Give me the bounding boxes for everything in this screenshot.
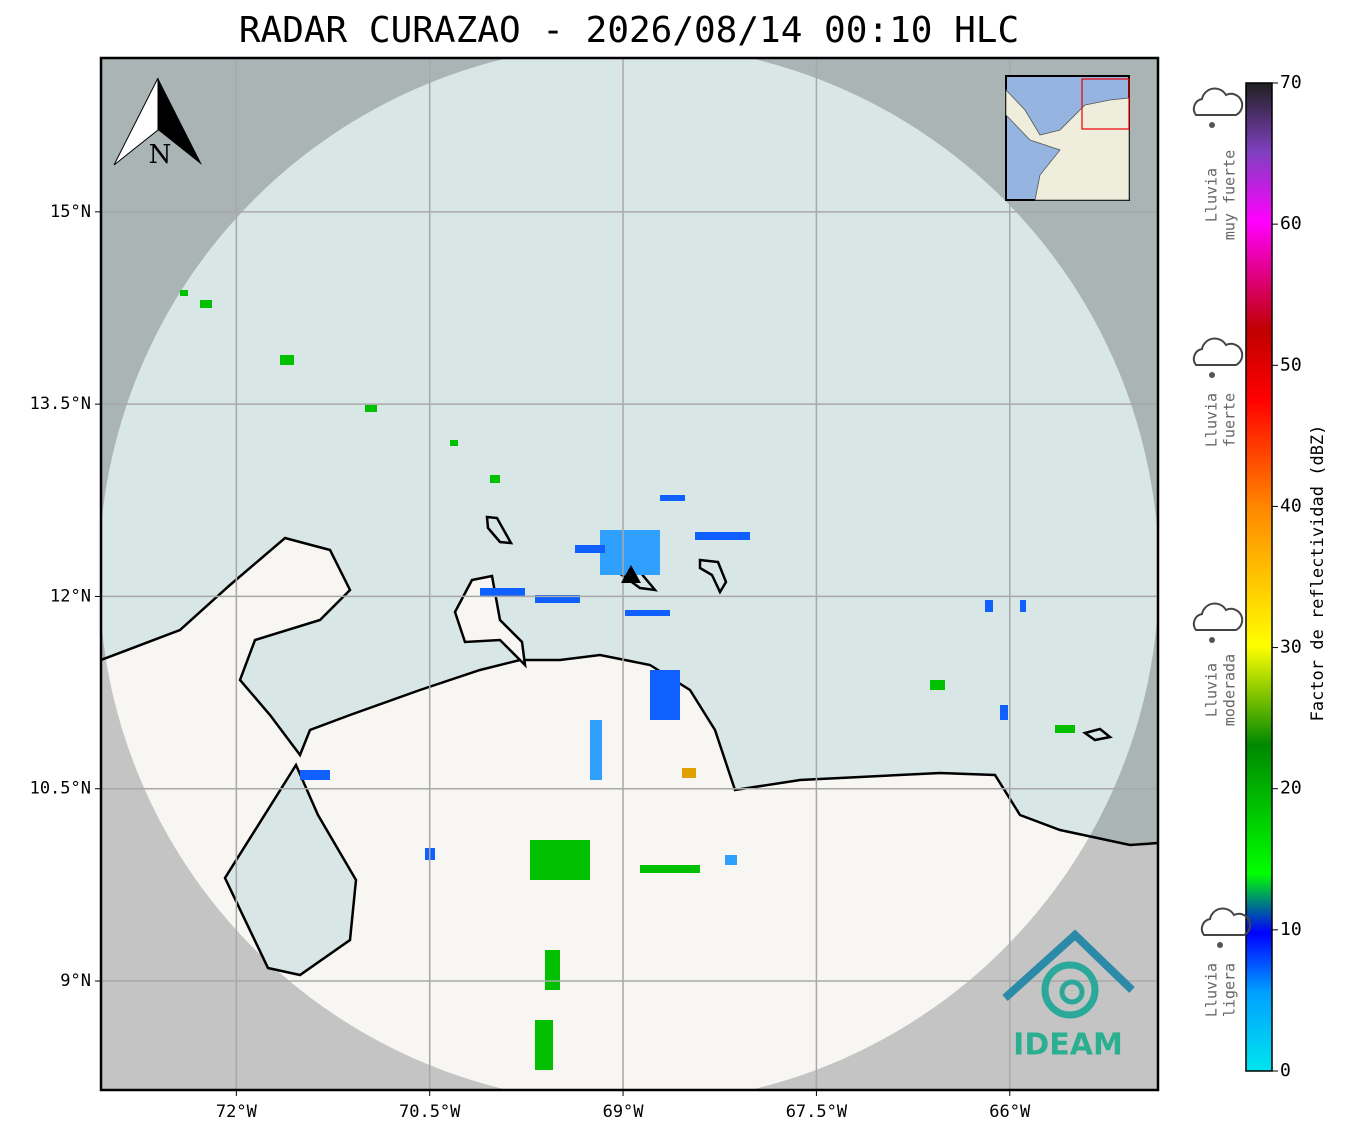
legend-label: Lluvia <box>1203 393 1221 447</box>
north-arrow: N <box>113 77 202 170</box>
y-tick-label: 10.5°N <box>30 779 91 799</box>
legend-label: ligera <box>1221 963 1239 1017</box>
colorbar-tick-label: 40 <box>1280 495 1302 516</box>
weather-icon <box>1192 602 1244 631</box>
legend-label: Lluvia <box>1203 963 1221 1017</box>
north-label: N <box>149 140 172 170</box>
y-tick-label: 9°N <box>60 971 91 991</box>
weather-icon <box>1192 337 1244 366</box>
legend-label: muy fuerte <box>1221 150 1239 240</box>
title: RADAR CURAZAO - 2026/08/14 00:10 HLC <box>239 10 1019 51</box>
x-tick-label: 69°W <box>603 1102 645 1122</box>
legend-label: Lluvia <box>1203 663 1221 717</box>
colorbar-tick-label: 10 <box>1280 919 1302 940</box>
ideam-logo: IDEAM <box>1002 929 1135 1063</box>
graticule <box>101 58 1158 1090</box>
x-tick-label: 72°W <box>216 1102 258 1122</box>
colorbar <box>1245 82 1273 1072</box>
colorbar-tick-label: 0 <box>1280 1060 1291 1081</box>
colorbar-tick-label: 60 <box>1280 213 1302 234</box>
logo-text: IDEAM <box>1013 1028 1123 1063</box>
legend-label: moderada <box>1221 654 1239 726</box>
rain-drop <box>1209 372 1215 378</box>
radar-site <box>621 565 641 583</box>
map-frame <box>99 56 1160 1092</box>
colorbar-tick-label: 50 <box>1280 354 1302 375</box>
colorbar-tick-label: 70 <box>1280 72 1302 93</box>
x-tick-label: 70.5°W <box>399 1102 461 1122</box>
rain-drop <box>1209 637 1215 643</box>
legend-label: fuerte <box>1221 393 1239 447</box>
rain-drop <box>1209 122 1215 128</box>
weather-icon <box>1200 907 1252 936</box>
y-tick-label: 13.5°N <box>30 394 91 414</box>
x-tick-label: 66°W <box>989 1102 1031 1122</box>
rain-drop <box>1217 942 1223 948</box>
y-tick-label: 12°N <box>50 586 91 606</box>
legend-label: Lluvia <box>1203 168 1221 222</box>
colorbar-tick-label: 30 <box>1280 637 1302 658</box>
weather-icon <box>1192 87 1244 116</box>
inset-map <box>1005 75 1130 201</box>
colorbar-label: Factor de reflectividad (dBZ) <box>1308 425 1328 722</box>
colorbar-tick-label: 20 <box>1280 778 1302 799</box>
x-tick-label: 67.5°W <box>786 1102 848 1122</box>
y-tick-label: 15°N <box>50 202 91 222</box>
